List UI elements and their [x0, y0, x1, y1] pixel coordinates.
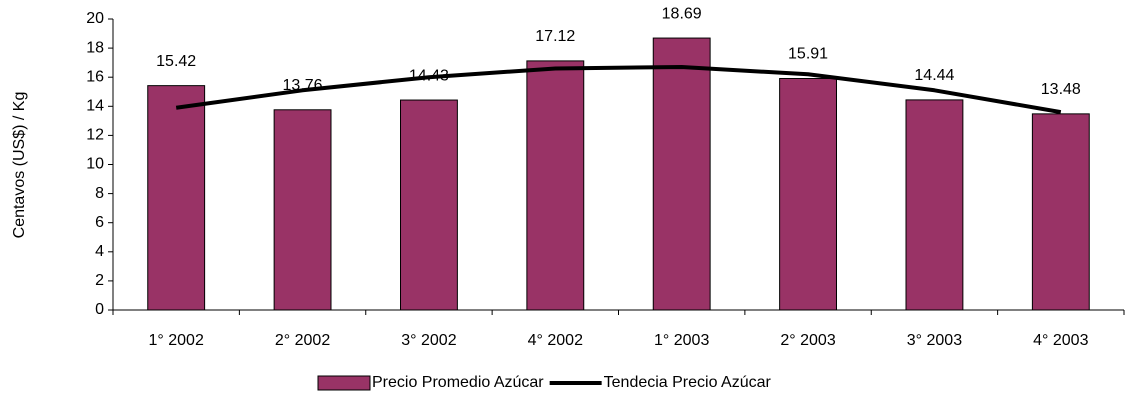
x-tick-label: 4° 2002 — [528, 332, 583, 349]
y-tick-label: 2 — [95, 272, 104, 289]
y-tick-label: 6 — [95, 214, 104, 231]
bar — [526, 60, 585, 311]
x-tick-label: 3° 2002 — [401, 332, 456, 349]
y-tick-label: 0 — [95, 301, 104, 318]
x-tick-label: 2° 2003 — [780, 332, 835, 349]
bar — [1031, 113, 1090, 311]
y-tick-label: 8 — [95, 185, 104, 202]
y-axis-title: Centavos (US$) / Kg — [11, 92, 28, 239]
data-label: 15.91 — [788, 46, 828, 63]
y-tick-label: 12 — [86, 127, 104, 144]
legend-label: Precio Promedio Azúcar — [372, 374, 544, 391]
x-tick-label: 4° 2003 — [1033, 332, 1088, 349]
bar — [905, 99, 964, 311]
y-tick-label: 14 — [86, 98, 104, 115]
data-label: 15.42 — [156, 53, 196, 70]
y-tick-label: 4 — [95, 243, 104, 260]
bar — [147, 85, 206, 311]
x-tick-label: 2° 2002 — [275, 332, 330, 349]
data-label: 17.12 — [535, 28, 575, 45]
legend-label: Tendecia Precio Azúcar — [604, 374, 772, 391]
bar — [779, 78, 837, 311]
y-tick-label: 20 — [86, 10, 104, 27]
bar — [652, 37, 711, 311]
y-tick-label: 18 — [86, 39, 104, 56]
legend-swatch — [317, 375, 371, 391]
x-tick-label: 1° 2003 — [654, 332, 709, 349]
bar — [273, 109, 332, 311]
trend-line — [175, 65, 1062, 115]
data-label: 18.69 — [662, 5, 702, 22]
x-tick-label: 3° 2003 — [907, 332, 962, 349]
data-label: 14.44 — [914, 67, 954, 84]
data-label: 13.48 — [1041, 81, 1081, 98]
y-tick-label: 10 — [86, 156, 104, 173]
x-tick-label: 1° 2002 — [149, 332, 204, 349]
y-tick-label: 16 — [86, 68, 104, 85]
bar — [400, 99, 458, 311]
